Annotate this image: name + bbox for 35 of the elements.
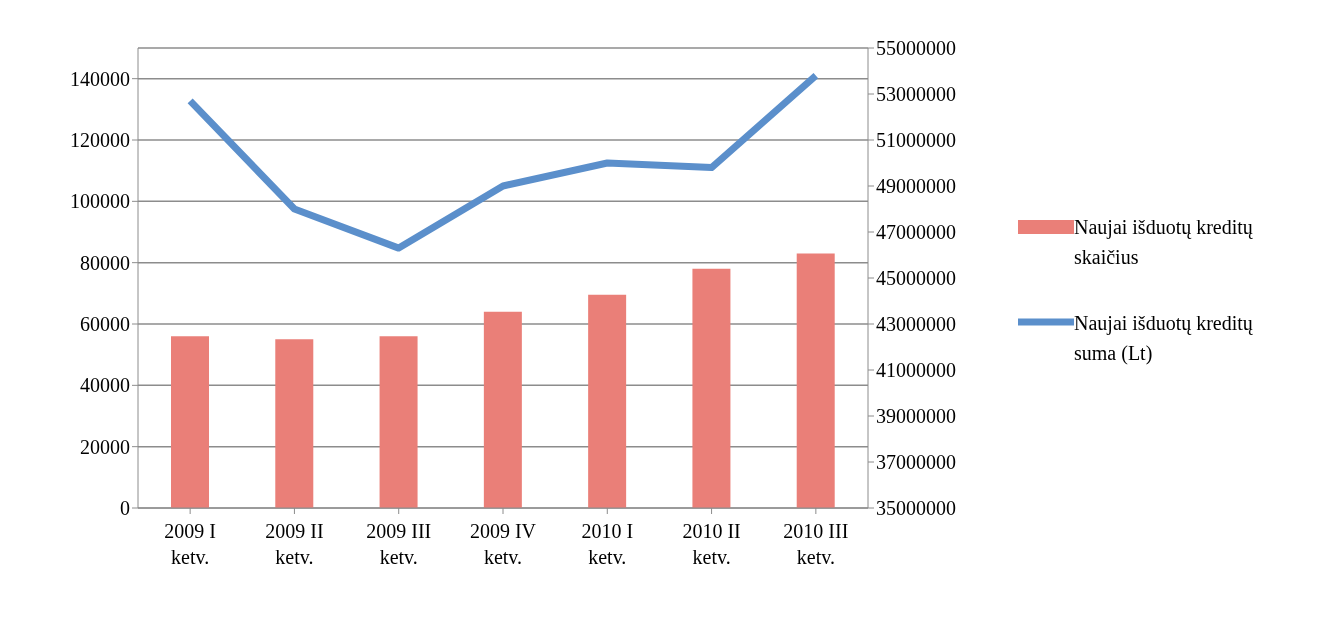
bar	[483, 311, 522, 508]
x-tick-label: 2009 IV ketv.	[469, 520, 537, 568]
y2-tick-label: 45000000	[876, 267, 956, 290]
y-tick-label: 140000	[70, 67, 130, 90]
y-tick-label: 100000	[70, 190, 130, 213]
y-tick-label: 40000	[80, 374, 130, 397]
legend-label: Naujai išduotų kreditų skaičius	[1074, 215, 1254, 270]
y2-tick-label: 51000000	[876, 129, 956, 152]
y2-tick-label: 41000000	[876, 359, 956, 382]
y2-tick-label: 39000000	[876, 405, 956, 428]
x-tick-label: 2010 III ketv.	[783, 520, 849, 568]
bar	[692, 268, 731, 508]
bar	[171, 336, 209, 508]
y-tick-label: 20000	[80, 435, 130, 458]
legend-label: Naujai išduotų kreditų suma (Lt)	[1074, 311, 1254, 367]
bar	[796, 253, 835, 508]
bar	[379, 336, 418, 508]
y2-tick-label: 47000000	[876, 221, 956, 244]
bar	[588, 294, 627, 508]
y-tick-label: 60000	[80, 313, 130, 336]
x-tick-label: 2009 II ketv.	[265, 520, 324, 568]
y-tick-label: 0	[120, 497, 130, 520]
x-tick-label: 2010 II ketv.	[682, 520, 741, 568]
x-tick-label: 2009 III ketv.	[366, 520, 432, 568]
y2-tick-label: 55000000	[876, 37, 956, 60]
bar	[275, 339, 314, 508]
y2-tick-label: 53000000	[876, 83, 956, 106]
x-tick-label: 2010 I ketv.	[581, 520, 634, 568]
y-tick-label: 120000	[70, 129, 130, 152]
y2-tick-label: 49000000	[876, 175, 956, 198]
x-tick-label: 2009 I ketv.	[164, 520, 216, 568]
y2-tick-label: 43000000	[876, 313, 956, 336]
y2-tick-label: 35000000	[876, 497, 956, 520]
y-tick-label: 80000	[80, 251, 130, 274]
y2-tick-label: 37000000	[876, 451, 956, 474]
